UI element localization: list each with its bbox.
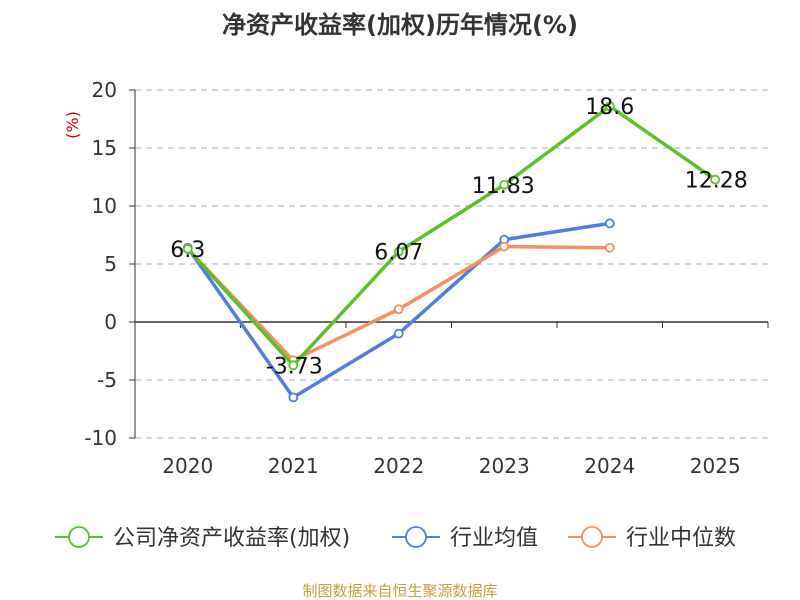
data-point <box>182 244 193 254</box>
x-tick-label: 2021 <box>268 454 319 478</box>
company-roe-line <box>186 104 717 368</box>
legend: 公司净资产收益率(加权) 行业均值 行业中位数 <box>55 526 736 551</box>
data-point <box>604 242 615 253</box>
data-point <box>393 328 404 339</box>
data-point <box>499 179 510 190</box>
data-label: 6.07 <box>374 241 423 266</box>
legend-marker <box>405 526 427 548</box>
y-tick-label: 15 <box>92 136 117 160</box>
y-tick-label: 0 <box>104 310 117 334</box>
legend-marker <box>68 526 90 548</box>
chart-title: 净资产收益率(加权)历年情况(%) <box>222 11 578 39</box>
x-tick-label: 2022 <box>373 454 424 478</box>
data-label: 6.3 <box>170 238 205 263</box>
source-note: 制图数据来自恒生聚源数据库 <box>302 582 497 600</box>
legend-label: 行业均值 <box>450 526 538 551</box>
data-label: 18.6 <box>585 95 634 120</box>
y-tick-label: 20 <box>92 78 117 102</box>
x-tick-label: 2020 <box>162 454 213 478</box>
data-point <box>710 174 721 185</box>
y-axis-label: (%) <box>63 111 82 139</box>
x-tick-label: 2024 <box>584 454 635 478</box>
data-labels: 6.3 -3.73 6.07 11.83 18.6 12.28 <box>170 95 747 379</box>
y-tick-label: -5 <box>97 368 117 392</box>
data-point <box>604 218 615 229</box>
data-point <box>393 246 404 257</box>
data-label: 12.28 <box>685 169 748 194</box>
y-tick-label: 5 <box>104 252 117 276</box>
x-tick-label: 2023 <box>479 454 530 478</box>
series-lines <box>182 101 721 403</box>
data-point <box>393 304 404 315</box>
y-tick-label: -10 <box>84 426 117 450</box>
data-point <box>499 241 510 252</box>
x-tick-label: 2025 <box>690 454 741 478</box>
x-tick-labels: 2020 2021 2022 2023 2024 2025 <box>162 454 740 478</box>
y-tick-label: 10 <box>92 194 117 218</box>
data-label: -3.73 <box>266 354 323 379</box>
legend-label: 公司净资产收益率(加权) <box>113 526 350 551</box>
legend-marker <box>581 526 603 548</box>
y-tick-labels: 20 15 10 5 0 -5 -10 <box>84 78 117 450</box>
data-point <box>288 360 299 371</box>
data-label: 11.83 <box>472 174 535 199</box>
data-point <box>604 101 615 112</box>
data-point <box>288 392 299 403</box>
gridlines <box>135 89 768 439</box>
legend-label: 行业中位数 <box>626 526 736 551</box>
